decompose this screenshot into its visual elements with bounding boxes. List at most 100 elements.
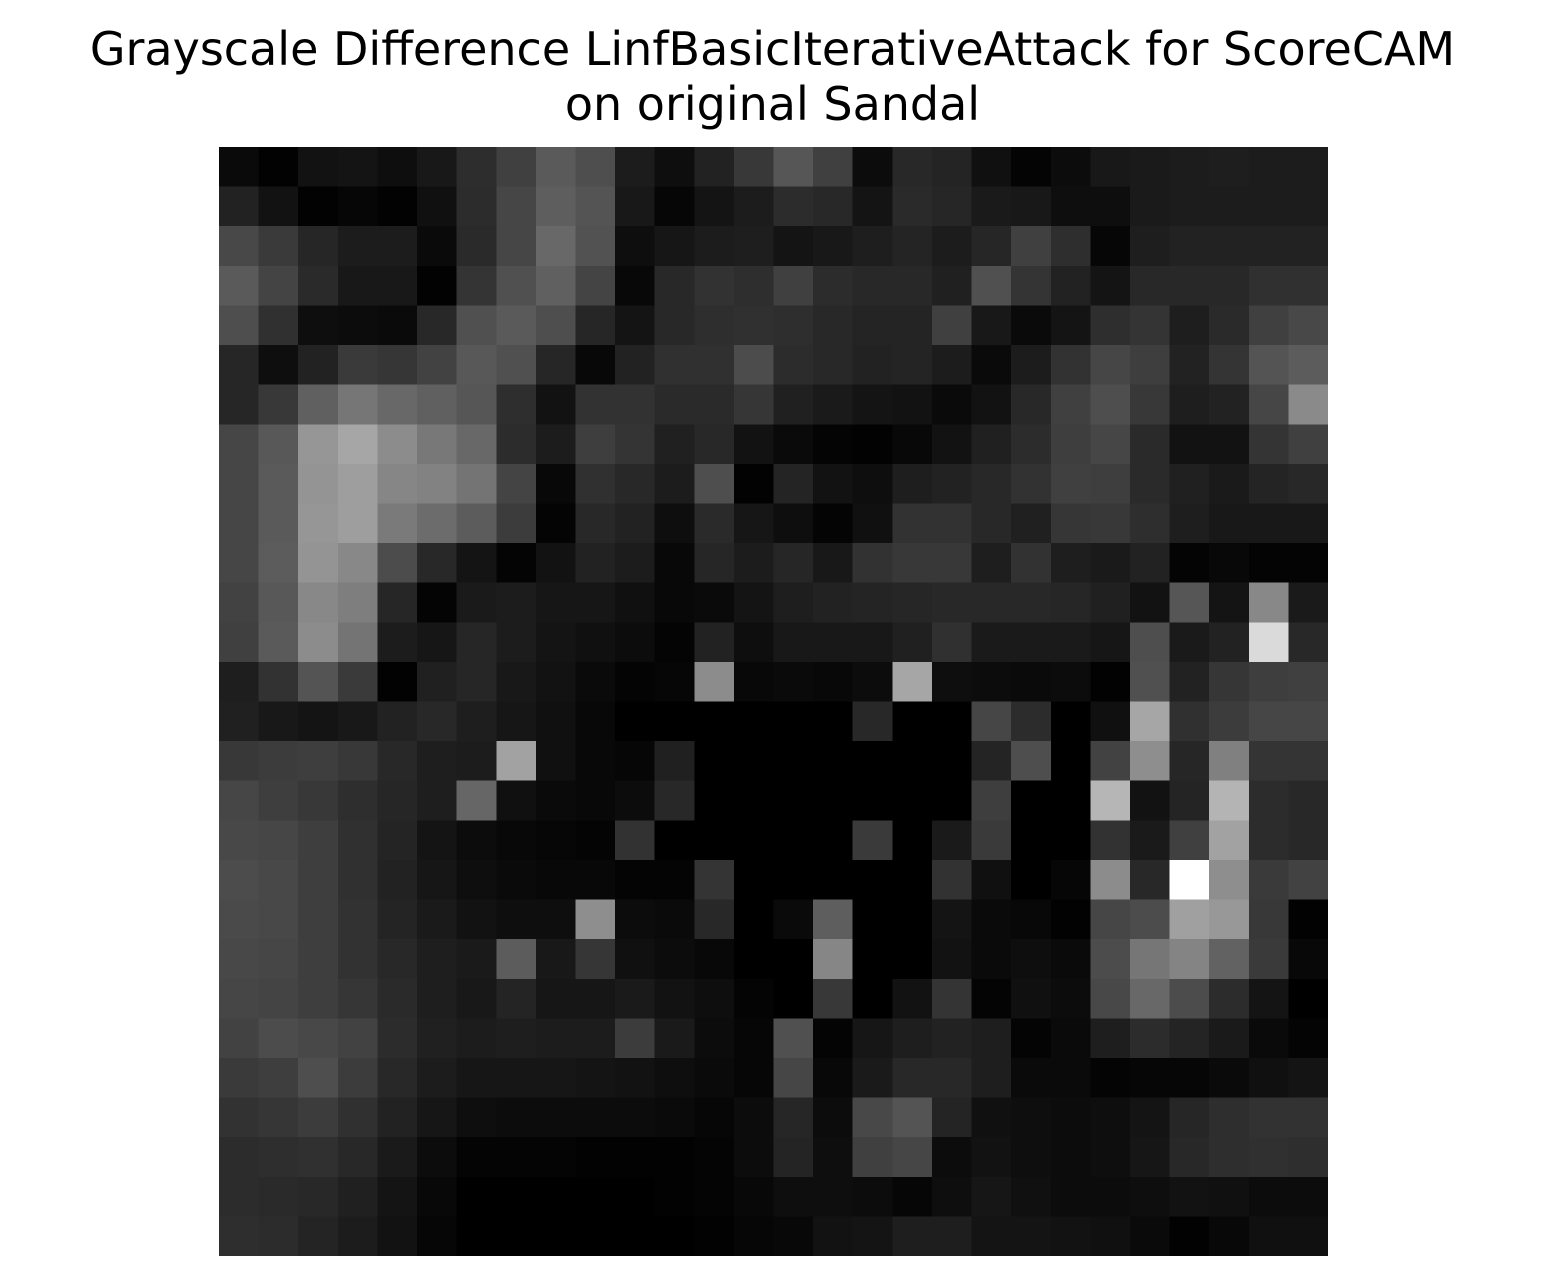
heatmap-cell-r23-c21: [1050, 1057, 1091, 1099]
heatmap-cell-r8-c6: [456, 463, 497, 505]
heatmap-cell-r13-c17: [892, 661, 933, 703]
heatmap-cell-r0-c13: [733, 147, 775, 188]
heatmap-cell-r3-c19: [971, 265, 1012, 307]
heatmap-cell-r19-c23: [1129, 899, 1171, 940]
heatmap-cell-r8-c20: [1011, 463, 1052, 505]
heatmap-cell-r13-c10: [615, 661, 656, 703]
heatmap-cell-r10-c9: [575, 543, 616, 584]
heatmap-cell-r22-c15: [813, 1018, 854, 1059]
heatmap-cell-r7-c9: [575, 424, 616, 465]
heatmap-cell-r17-c21: [1050, 820, 1091, 861]
heatmap-cell-r21-c7: [496, 978, 537, 1019]
heatmap-cell-r12-c23: [1129, 622, 1171, 663]
heatmap-cell-r1-c20: [1011, 186, 1052, 227]
heatmap-cell-r17-c16: [852, 820, 893, 861]
heatmap-cell-r10-c17: [892, 543, 933, 584]
heatmap-cell-r5-c15: [813, 345, 854, 386]
heatmap-cell-r17-c5: [417, 820, 458, 861]
heatmap-cell-r1-c21: [1050, 186, 1091, 227]
heatmap-cell-r26-c6: [456, 1176, 497, 1217]
heatmap-cell-r27-c17: [892, 1216, 933, 1256]
heatmap-cell-r20-c22: [1090, 939, 1131, 980]
heatmap-cell-r9-c17: [892, 503, 933, 544]
heatmap-cell-r14-c22: [1090, 701, 1131, 742]
heatmap-cell-r3-c26: [1248, 265, 1289, 307]
heatmap-cell-r11-c0: [219, 582, 260, 623]
heatmap-cell-r0-c12: [694, 147, 735, 188]
heatmap-cell-r9-c10: [615, 503, 656, 544]
heatmap-cell-r26-c27: [1288, 1176, 1328, 1217]
heatmap-cell-r24-c1: [258, 1097, 299, 1138]
heatmap-cell-r19-c8: [535, 899, 577, 940]
heatmap-cell-r26-c20: [1011, 1176, 1052, 1217]
heatmap-cell-r14-c12: [694, 701, 735, 742]
heatmap-cell-r2-c19: [971, 226, 1012, 267]
heatmap-cell-r10-c24: [1169, 543, 1210, 584]
heatmap-cell-r7-c22: [1090, 424, 1131, 465]
heatmap-cell-r10-c7: [496, 543, 537, 584]
heatmap-cell-r9-c12: [694, 503, 735, 544]
heatmap-cell-r3-c11: [654, 265, 695, 307]
heatmap-cell-r18-c11: [654, 859, 695, 901]
heatmap-cell-r15-c26: [1248, 741, 1289, 782]
heatmap-cell-r6-c21: [1050, 384, 1091, 425]
heatmap-cell-r9-c20: [1011, 503, 1052, 544]
heatmap-cell-r11-c7: [496, 582, 537, 623]
heatmap-cell-r0-c24: [1169, 147, 1210, 188]
heatmap-cell-r17-c7: [496, 820, 537, 861]
heatmap-cell-r4-c19: [971, 305, 1012, 346]
heatmap-cell-r10-c3: [337, 543, 379, 584]
heatmap-cell-r13-c8: [535, 661, 577, 703]
heatmap-cell-r20-c15: [813, 939, 854, 980]
heatmap-cell-r19-c16: [852, 899, 893, 940]
heatmap-cell-r7-c4: [377, 424, 418, 465]
heatmap-cell-r11-c26: [1248, 582, 1289, 623]
heatmap-cell-r23-c11: [654, 1057, 695, 1099]
heatmap-cell-r16-c26: [1248, 780, 1289, 821]
heatmap-cell-r20-c25: [1209, 939, 1250, 980]
heatmap-cell-r15-c7: [496, 741, 537, 782]
heatmap-cell-r18-c19: [971, 859, 1012, 901]
heatmap-cell-r11-c19: [971, 582, 1012, 623]
heatmap-cell-r5-c4: [377, 345, 418, 386]
heatmap-cell-r12-c10: [615, 622, 656, 663]
heatmap-cell-r14-c17: [892, 701, 933, 742]
heatmap-cell-r20-c17: [892, 939, 933, 980]
heatmap-cell-r7-c8: [535, 424, 577, 465]
heatmap-cell-r24-c25: [1209, 1097, 1250, 1138]
heatmap-cell-r6-c4: [377, 384, 418, 425]
heatmap-cell-r23-c12: [694, 1057, 735, 1099]
heatmap-cell-r6-c3: [337, 384, 379, 425]
heatmap-cell-r19-c17: [892, 899, 933, 940]
heatmap-cell-r6-c16: [852, 384, 893, 425]
heatmap-cell-r17-c19: [971, 820, 1012, 861]
heatmap-cell-r14-c14: [773, 701, 814, 742]
heatmap-cell-r0-c5: [417, 147, 458, 188]
heatmap-cell-r19-c27: [1288, 899, 1328, 940]
heatmap-cell-r12-c18: [931, 622, 973, 663]
heatmap-cell-r2-c4: [377, 226, 418, 267]
heatmap-cell-r23-c2: [298, 1057, 339, 1099]
heatmap-cell-r3-c9: [575, 265, 616, 307]
heatmap-cell-r20-c21: [1050, 939, 1091, 980]
heatmap-cell-r15-c6: [456, 741, 497, 782]
heatmap-cell-r14-c2: [298, 701, 339, 742]
heatmap-cell-r27-c19: [971, 1216, 1012, 1256]
heatmap-cell-r8-c27: [1288, 463, 1328, 505]
heatmap-cell-r1-c22: [1090, 186, 1131, 227]
heatmap-cell-r14-c3: [337, 701, 379, 742]
heatmap-cell-r13-c1: [258, 661, 299, 703]
heatmap-cell-r11-c5: [417, 582, 458, 623]
heatmap-cell-r26-c1: [258, 1176, 299, 1217]
heatmap-cell-r13-c24: [1169, 661, 1210, 703]
heatmap-cell-r11-c9: [575, 582, 616, 623]
heatmap-cell-r3-c7: [496, 265, 537, 307]
heatmap-cell-r5-c16: [852, 345, 893, 386]
heatmap-cell-r14-c24: [1169, 701, 1210, 742]
heatmap-cell-r5-c6: [456, 345, 497, 386]
heatmap-cell-r26-c26: [1248, 1176, 1289, 1217]
heatmap-cell-r3-c1: [258, 265, 299, 307]
heatmap-cell-r26-c21: [1050, 1176, 1091, 1217]
heatmap-cell-r9-c11: [654, 503, 695, 544]
heatmap-cell-r24-c21: [1050, 1097, 1091, 1138]
